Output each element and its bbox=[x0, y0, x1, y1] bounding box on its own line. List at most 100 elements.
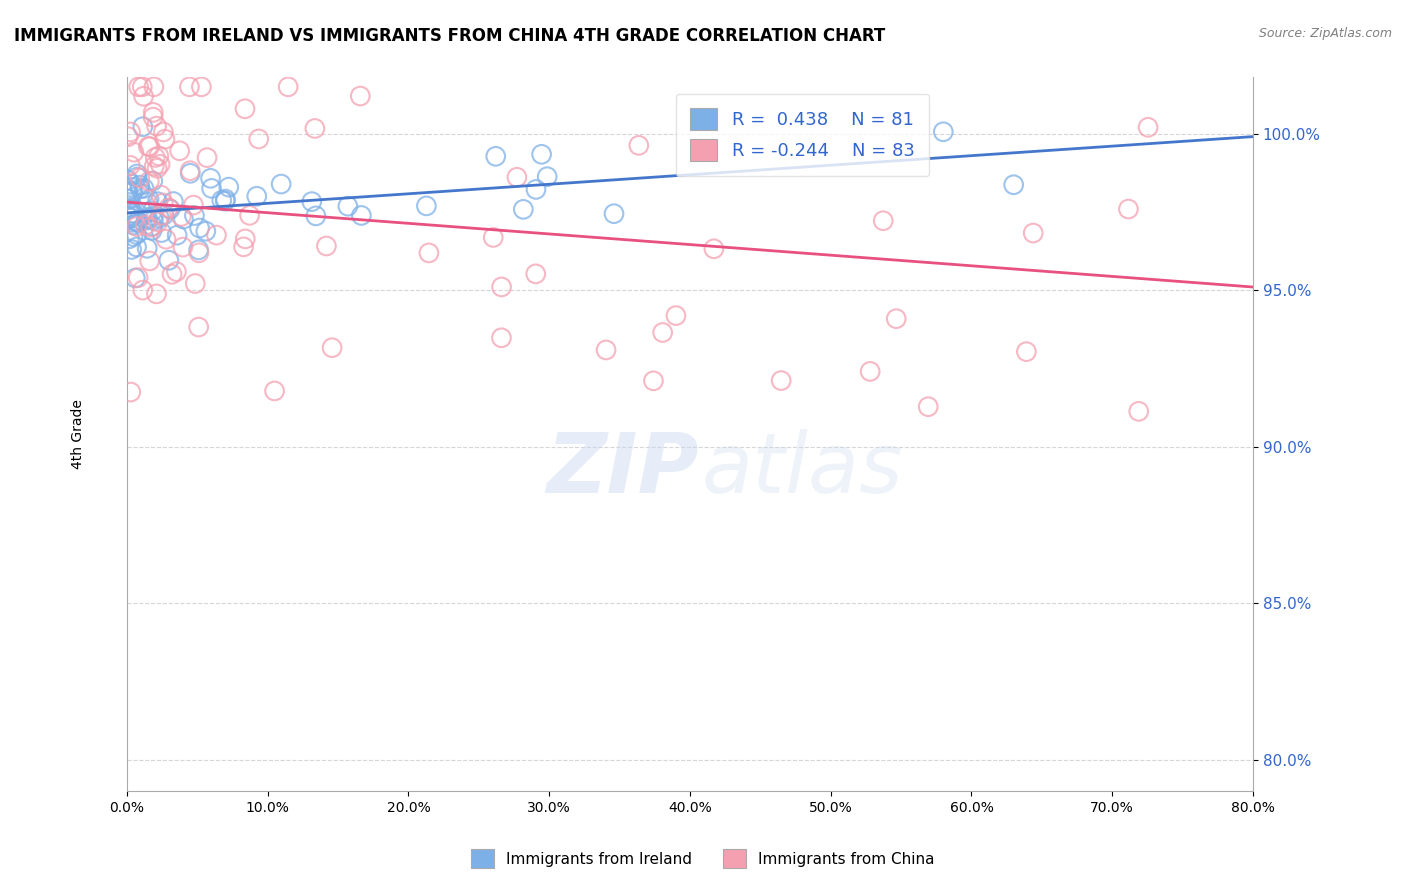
Text: atlas: atlas bbox=[702, 429, 903, 510]
Point bbox=[872, 213, 894, 227]
Point bbox=[211, 194, 233, 208]
Point bbox=[1137, 120, 1160, 135]
Point bbox=[128, 178, 150, 193]
Point bbox=[170, 210, 193, 224]
Point bbox=[187, 243, 209, 257]
Point bbox=[179, 166, 201, 180]
Point bbox=[651, 326, 673, 340]
Point bbox=[142, 79, 165, 94]
Point bbox=[239, 208, 262, 222]
Point bbox=[188, 245, 211, 260]
Point bbox=[122, 218, 145, 232]
Point bbox=[132, 283, 155, 297]
Point bbox=[127, 214, 149, 228]
Point bbox=[512, 202, 534, 217]
Point bbox=[183, 198, 205, 212]
Point bbox=[122, 206, 145, 220]
Point bbox=[127, 270, 149, 285]
Point bbox=[128, 79, 150, 94]
Point bbox=[145, 286, 167, 301]
Point bbox=[169, 144, 191, 158]
Point bbox=[1015, 344, 1038, 359]
Point bbox=[232, 240, 254, 254]
Point bbox=[183, 209, 205, 223]
Point bbox=[150, 188, 173, 202]
Point bbox=[134, 218, 156, 232]
Point bbox=[415, 199, 437, 213]
Point bbox=[124, 271, 146, 285]
Point bbox=[127, 215, 149, 229]
Point bbox=[195, 151, 218, 165]
Point bbox=[917, 400, 939, 414]
Point bbox=[117, 202, 139, 217]
Point bbox=[162, 194, 184, 209]
Point bbox=[148, 149, 170, 163]
Point bbox=[1118, 202, 1140, 216]
Point bbox=[304, 121, 326, 136]
Point bbox=[141, 223, 163, 237]
Point bbox=[1128, 404, 1150, 418]
Point bbox=[125, 240, 148, 254]
Point bbox=[270, 177, 292, 191]
Point bbox=[120, 158, 142, 172]
Point bbox=[121, 185, 143, 199]
Point bbox=[627, 138, 650, 153]
Point bbox=[932, 125, 955, 139]
Point bbox=[120, 385, 142, 400]
Point bbox=[218, 180, 240, 194]
Point bbox=[146, 194, 169, 209]
Point bbox=[194, 224, 217, 238]
Point bbox=[122, 145, 145, 160]
Point bbox=[188, 221, 211, 235]
Point bbox=[506, 170, 529, 185]
Point bbox=[350, 209, 373, 223]
Point bbox=[139, 139, 162, 153]
Point bbox=[1022, 226, 1045, 240]
Point bbox=[118, 232, 141, 246]
Point bbox=[117, 129, 139, 144]
Point bbox=[315, 239, 337, 253]
Legend: R =  0.438    N = 81, R = -0.244    N = 83: R = 0.438 N = 81, R = -0.244 N = 83 bbox=[676, 94, 929, 176]
Point bbox=[129, 182, 152, 196]
Point bbox=[117, 173, 139, 187]
Point bbox=[121, 209, 143, 223]
Point bbox=[145, 119, 167, 133]
Point bbox=[118, 201, 141, 215]
Point bbox=[179, 79, 201, 94]
Point bbox=[120, 206, 142, 220]
Point bbox=[277, 79, 299, 94]
Point bbox=[233, 102, 256, 116]
Y-axis label: 4th Grade: 4th Grade bbox=[72, 400, 86, 469]
Point bbox=[321, 341, 343, 355]
Point bbox=[139, 220, 162, 235]
Point bbox=[121, 215, 143, 229]
Point bbox=[138, 174, 160, 188]
Point bbox=[159, 202, 181, 216]
Point bbox=[118, 192, 141, 206]
Point bbox=[136, 211, 159, 225]
Point bbox=[179, 163, 201, 178]
Point bbox=[131, 79, 153, 94]
Point bbox=[153, 132, 176, 146]
Point bbox=[150, 208, 173, 222]
Point bbox=[491, 331, 513, 345]
Point bbox=[165, 264, 187, 278]
Point bbox=[141, 204, 163, 219]
Point bbox=[247, 132, 270, 146]
Point bbox=[491, 280, 513, 294]
Point bbox=[305, 209, 328, 223]
Point bbox=[138, 193, 160, 207]
Point bbox=[132, 181, 155, 195]
Point bbox=[120, 125, 142, 139]
Point bbox=[603, 207, 626, 221]
Point bbox=[138, 254, 160, 268]
Point bbox=[770, 374, 793, 388]
Point bbox=[153, 208, 176, 222]
Point bbox=[146, 215, 169, 229]
Point bbox=[125, 167, 148, 181]
Point bbox=[148, 211, 170, 225]
Point bbox=[190, 79, 212, 94]
Point bbox=[643, 374, 665, 388]
Point bbox=[172, 240, 194, 254]
Point bbox=[200, 181, 222, 195]
